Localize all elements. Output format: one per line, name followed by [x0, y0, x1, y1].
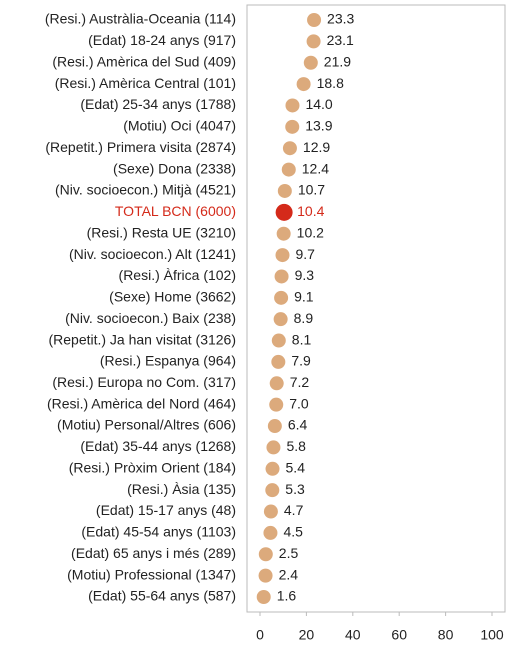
dot	[263, 525, 278, 540]
value-label: 8.1	[292, 331, 312, 347]
dot	[271, 354, 286, 369]
category-label: (Sexe) Dona (2338)	[113, 160, 236, 176]
category-label: (Edat) 55-64 anys (587)	[88, 588, 236, 604]
dot	[269, 376, 284, 391]
value-label: 6.4	[288, 417, 308, 433]
dot	[307, 13, 322, 27]
dot	[306, 34, 321, 49]
category-label: (Resi.) Resta UE (3210)	[87, 224, 236, 240]
category-label: (Edat) 15-17 anys (48)	[96, 502, 236, 518]
value-label: 12.9	[303, 139, 330, 155]
dot	[269, 397, 284, 412]
dot	[296, 77, 311, 92]
x-tick-label: 60	[391, 627, 407, 643]
value-label: 5.3	[285, 481, 305, 497]
dot	[275, 248, 290, 263]
value-label: 10.7	[298, 182, 325, 198]
value-label: 12.4	[302, 160, 329, 176]
value-label: 10.2	[297, 224, 324, 240]
category-label: (Edat) 25-34 anys (1788)	[80, 96, 236, 112]
value-label: 14.0	[305, 96, 332, 112]
category-label: (Niv. socioecon.) Baix (238)	[65, 310, 236, 326]
dot	[263, 504, 278, 519]
value-label: 7.0	[289, 395, 309, 411]
category-label: (Resi.) Amèrica del Nord (464)	[47, 395, 236, 411]
plot-frame	[246, 4, 506, 613]
value-label: 23.1	[327, 32, 354, 48]
dot	[265, 461, 280, 476]
dot	[267, 419, 282, 434]
category-label: (Edat) 45-54 anys (1103)	[81, 524, 236, 540]
value-label: 1.6	[277, 588, 297, 604]
value-label: 4.7	[284, 502, 304, 518]
dot	[285, 98, 300, 113]
value-label: 9.1	[294, 289, 314, 305]
dot	[271, 333, 286, 348]
dot	[274, 269, 289, 284]
dot	[265, 483, 280, 498]
dot	[274, 290, 289, 305]
dot	[258, 568, 273, 583]
value-label: 4.5	[283, 524, 303, 540]
dot	[266, 440, 281, 455]
value-label: 2.5	[279, 545, 299, 561]
category-label: (Edat) 18-24 anys (917)	[88, 32, 236, 48]
value-label: 7.9	[291, 353, 311, 369]
dot	[273, 312, 288, 327]
value-label: 5.8	[286, 438, 306, 454]
category-label: (Niv. socioecon.) Mitjà (4521)	[55, 182, 236, 198]
value-label: 7.2	[290, 374, 310, 390]
category-label: (Edat) 65 anys i més (289)	[71, 545, 236, 561]
category-label: (Resi.) Espanya (964)	[100, 353, 236, 369]
value-label: 23.3	[327, 11, 354, 27]
value-label: 5.4	[286, 459, 306, 475]
dot	[275, 203, 293, 221]
category-label: TOTAL BCN (6000)	[115, 203, 236, 219]
category-label: (Edat) 35-44 anys (1268)	[80, 438, 236, 454]
category-label: (Resi.) Amèrica del Sud (409)	[52, 53, 236, 69]
category-label: (Niv. socioecon.) Alt (1241)	[69, 246, 236, 262]
dot	[258, 547, 273, 562]
dot	[277, 183, 292, 198]
dot	[256, 590, 271, 604]
category-label: (Repetit.) Ja han visitat (3126)	[48, 331, 236, 347]
category-label: (Resi.) Austràlia-Oceania (114)	[45, 11, 236, 27]
value-label: 2.4	[279, 566, 299, 582]
x-tick-label: 80	[438, 627, 454, 643]
value-label: 21.9	[324, 53, 351, 69]
dot	[276, 226, 291, 241]
value-label: 18.8	[317, 75, 344, 91]
x-tick-label: 40	[345, 627, 361, 643]
dot	[285, 119, 300, 134]
dot	[281, 162, 296, 177]
category-label: (Resi.) Europa no Com. (317)	[52, 374, 236, 390]
category-label: (Resi.) Àfrica (102)	[119, 267, 236, 283]
category-label: (Resi.) Amèrica Central (101)	[55, 75, 236, 91]
value-label: 8.9	[294, 310, 314, 326]
category-label: (Sexe) Home (3662)	[109, 289, 236, 305]
category-label: (Motiu) Personal/Altres (606)	[57, 417, 236, 433]
x-tick-label: 20	[299, 627, 315, 643]
category-label: (Resi.) Àsia (135)	[127, 481, 236, 497]
category-label: (Resi.) Pròxim Orient (184)	[69, 459, 236, 475]
category-label: (Repetit.) Primera visita (2874)	[45, 139, 236, 155]
x-tick-label: 100	[480, 627, 504, 643]
value-label: 13.9	[305, 118, 332, 134]
value-label: 10.4	[297, 203, 324, 219]
category-label: (Motiu) Oci (4047)	[123, 118, 236, 134]
dot	[303, 55, 318, 70]
x-tick-label: 0	[256, 627, 264, 643]
value-label: 9.3	[295, 267, 315, 283]
dot	[282, 141, 297, 156]
category-label: (Motiu) Professional (1347)	[67, 566, 236, 582]
value-label: 9.7	[296, 246, 316, 262]
